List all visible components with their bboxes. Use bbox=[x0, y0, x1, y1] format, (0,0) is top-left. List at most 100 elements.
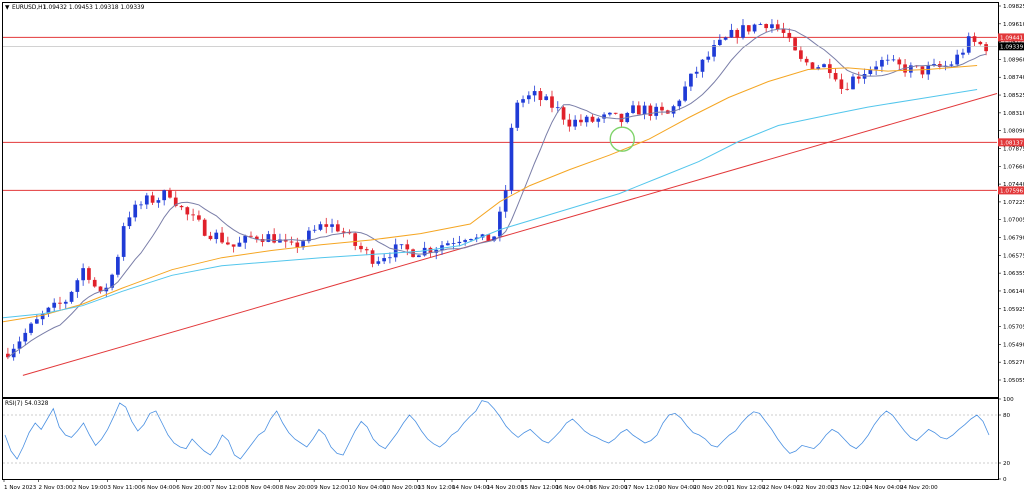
time-axis-label: 6 Nov 20:00 bbox=[176, 485, 211, 491]
candle-body bbox=[851, 76, 855, 90]
candle-body bbox=[202, 219, 207, 236]
candle-body bbox=[839, 79, 844, 89]
candle-body bbox=[891, 59, 896, 61]
price-axis-label: 1.07660 bbox=[1003, 164, 1024, 170]
candle-body bbox=[880, 59, 884, 67]
candle-body bbox=[440, 245, 444, 250]
candle-body bbox=[503, 190, 508, 212]
candle-body bbox=[793, 38, 797, 51]
candle-body bbox=[463, 240, 468, 242]
candle-body bbox=[694, 71, 699, 74]
candle-body bbox=[636, 105, 641, 115]
header-symbol-timeframe: EURUSD,H1 bbox=[12, 5, 47, 11]
candle-body bbox=[799, 50, 803, 59]
candle-body bbox=[6, 353, 10, 358]
candle-body bbox=[110, 274, 114, 288]
rsi-axis-label: 0 bbox=[1003, 477, 1007, 483]
candle-body bbox=[602, 114, 606, 119]
time-axis-label: 23 Nov 12:00 bbox=[831, 485, 869, 491]
candle-body bbox=[608, 112, 612, 115]
candle-body bbox=[677, 100, 682, 107]
candle-body bbox=[457, 241, 462, 244]
candle-body bbox=[278, 239, 282, 243]
header-arrow[interactable]: ▼ bbox=[5, 5, 10, 11]
candle-body bbox=[642, 105, 647, 115]
candle-body bbox=[353, 233, 358, 246]
candle-body bbox=[972, 36, 977, 42]
candle-body bbox=[532, 91, 537, 96]
candle-body bbox=[735, 29, 740, 38]
candle-body bbox=[451, 243, 456, 244]
candle-body bbox=[729, 29, 734, 38]
candle-body bbox=[804, 58, 809, 63]
candle-body bbox=[683, 86, 687, 101]
candle-body bbox=[833, 72, 838, 80]
candle-body bbox=[717, 39, 722, 46]
candle-body bbox=[526, 95, 531, 100]
time-axis: 1 Nov 2023 2 Nov 03:00 2 Nov 19:00 3 Nov 11… bbox=[3, 479, 938, 491]
rsi-plot-area bbox=[3, 400, 997, 464]
price-axis-label: 1.06140 bbox=[1003, 289, 1024, 295]
price-axis-label: 1.07875 bbox=[1003, 146, 1024, 152]
candle-body bbox=[469, 238, 473, 241]
time-axis-label: 14 Nov 04:00 bbox=[452, 485, 490, 491]
candle-body bbox=[573, 119, 577, 127]
time-axis-label: 10 Nov 20:00 bbox=[383, 485, 421, 491]
time-axis-label: 20 Nov 04:00 bbox=[659, 485, 697, 491]
candle-body bbox=[417, 255, 421, 258]
candle-body bbox=[856, 76, 861, 79]
candle-body bbox=[29, 323, 33, 333]
level-price-tag-text: 1.07596 bbox=[1000, 188, 1024, 194]
candle-body bbox=[301, 241, 305, 248]
price-axis-label: 1.07440 bbox=[1003, 182, 1024, 188]
candle-body bbox=[87, 268, 91, 280]
candle-body bbox=[567, 119, 572, 127]
price-axis-label: 1.07005 bbox=[1003, 218, 1024, 224]
candle-body bbox=[746, 25, 751, 32]
candle-body bbox=[237, 242, 242, 247]
time-axis-label: 13 Nov 12:00 bbox=[418, 485, 456, 491]
candle-body bbox=[405, 244, 410, 250]
candle-body bbox=[741, 25, 745, 38]
candle-body bbox=[341, 231, 346, 233]
price-axis-label: 1.06355 bbox=[1003, 271, 1024, 277]
candle-body bbox=[660, 106, 664, 111]
candle-body bbox=[307, 230, 311, 242]
candle-body bbox=[787, 32, 792, 39]
time-axis-label: 8 Nov 20:00 bbox=[280, 485, 315, 491]
bounce-circle-marker bbox=[609, 126, 635, 152]
rsi-axis-label: 100 bbox=[1003, 397, 1014, 403]
price-axis: 1.098251.096101.091751.089601.087401.085… bbox=[998, 4, 1024, 384]
candle-body bbox=[191, 214, 195, 216]
time-axis-label: 24 Nov 20:00 bbox=[900, 485, 938, 491]
candle-body bbox=[706, 56, 711, 60]
time-axis-label: 22 Nov 20:00 bbox=[797, 485, 835, 491]
price-axis-label: 1.08090 bbox=[1003, 129, 1024, 135]
candle-body bbox=[770, 24, 774, 29]
candle-body bbox=[920, 66, 925, 75]
candle-body bbox=[376, 261, 381, 264]
time-axis-label: 10 Nov 04:00 bbox=[349, 485, 387, 491]
candle-body bbox=[781, 29, 786, 33]
price-plot-area bbox=[3, 19, 998, 376]
rsi-panel[interactable]: RSI(7) 54.0328 100 80 20 0 bbox=[2, 397, 1015, 483]
time-axis-label: 8 Nov 04:00 bbox=[245, 485, 280, 491]
candle-body bbox=[961, 52, 965, 55]
price-axis-label: 1.08740 bbox=[1003, 75, 1024, 81]
rsi-label: RSI(7) 54.0328 bbox=[5, 401, 49, 407]
current-price-tag-text: 1.09339 bbox=[1000, 44, 1024, 50]
candle-body bbox=[139, 204, 143, 206]
price-axis-label: 1.09610 bbox=[1003, 22, 1024, 28]
candle-body bbox=[596, 118, 601, 122]
candle-body bbox=[81, 268, 85, 281]
candle-body bbox=[185, 207, 190, 215]
rsi-axis: 100 80 20 0 bbox=[998, 397, 1014, 483]
candle-body bbox=[752, 24, 757, 32]
main-price-panel[interactable]: ▼ EURUSD,H1 1.09432 1.09453 1.09318 1.09… bbox=[2, 2, 1024, 398]
candle-body bbox=[538, 91, 543, 101]
mid-moving-average bbox=[3, 65, 978, 323]
candle-body bbox=[266, 234, 271, 242]
candle-body bbox=[150, 195, 155, 203]
candle-body bbox=[868, 69, 873, 75]
